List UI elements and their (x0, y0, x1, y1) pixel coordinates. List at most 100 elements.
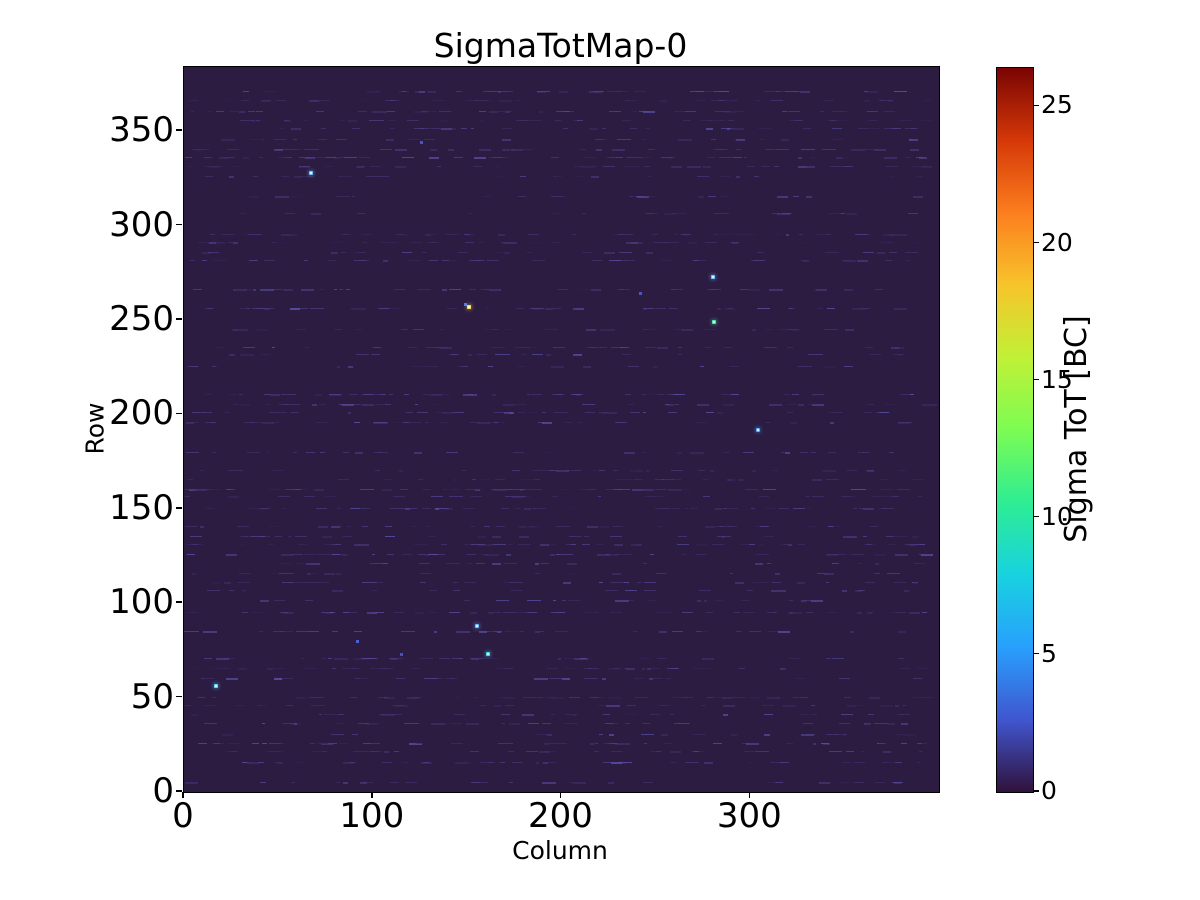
noise-dash (323, 543, 335, 545)
noise-dash (544, 328, 558, 330)
noise-dash (662, 156, 674, 158)
noise-dash (648, 241, 658, 243)
noise-dash (348, 762, 356, 763)
noise-dash (572, 713, 576, 716)
noise-dash (576, 393, 580, 396)
noise-dash (449, 612, 461, 614)
noise-dash (843, 288, 854, 291)
noise-dash (727, 120, 734, 122)
noise-dash (395, 166, 407, 168)
noise-dash (296, 630, 310, 632)
noise-dash (338, 288, 344, 290)
noise-dash (482, 328, 497, 330)
noise-dash (862, 451, 870, 453)
noise-dash (552, 600, 556, 602)
noise-dash (596, 138, 608, 140)
noise-dash (413, 696, 423, 698)
noise-dash (572, 234, 577, 235)
noise-dash (450, 743, 464, 745)
noise-dash (693, 667, 702, 669)
noise-dash (289, 307, 300, 310)
noise-dash (863, 535, 867, 537)
noise-dash (518, 525, 526, 528)
noise-dash (608, 110, 622, 112)
x-tick-mark (371, 792, 373, 798)
noise-dash (567, 563, 577, 565)
noise-dash (902, 554, 909, 556)
noise-dash (306, 156, 312, 158)
noise-dash (527, 600, 541, 602)
noise-dash (656, 612, 671, 614)
noise-dash (339, 120, 345, 122)
noise-dash (417, 479, 424, 481)
noise-dash (792, 195, 800, 197)
noise-dash (333, 288, 338, 290)
noise-dash (682, 120, 691, 122)
noise-dash (497, 251, 508, 253)
y-tick-label: 50 (130, 676, 174, 717)
noise-dash (229, 354, 235, 357)
noise-dash (280, 612, 289, 614)
noise-dash (185, 495, 190, 497)
noise-dash (373, 393, 381, 395)
noise-dash (648, 175, 653, 177)
noise-dash (250, 612, 264, 614)
y-tick-mark (176, 318, 182, 320)
noise-dash (547, 734, 553, 737)
noise-dash (502, 612, 516, 614)
noise-dash (535, 573, 541, 575)
noise-dash (533, 507, 538, 509)
noise-dash (207, 241, 218, 244)
noise-dash (672, 393, 683, 395)
noise-dash (788, 307, 792, 309)
noise-dash (390, 507, 404, 509)
noise-dash (835, 156, 843, 159)
noise-dash (708, 195, 716, 197)
noise-dash (880, 479, 888, 481)
noise-dash (816, 234, 830, 235)
noise-dash (207, 110, 214, 112)
noise-dash (449, 260, 458, 262)
noise-dash (693, 734, 706, 736)
noise-dash (201, 412, 213, 414)
noise-dash (525, 751, 539, 753)
noise-dash (703, 600, 707, 603)
noise-dash (864, 100, 871, 102)
noise-dash (305, 156, 316, 159)
noise-dash (227, 743, 241, 745)
noise-dash (723, 451, 731, 453)
noise-dash (656, 346, 668, 349)
noise-dash (519, 346, 532, 348)
noise-dash (333, 525, 343, 527)
noise-dash (888, 251, 898, 253)
noise-dash (555, 554, 561, 555)
noise-dash (711, 138, 716, 140)
noise-dash (811, 495, 825, 497)
noise-dash (662, 479, 677, 481)
noise-dash (586, 346, 599, 348)
noise-dash (763, 91, 777, 92)
noise-dash (344, 156, 357, 158)
noise-dash (846, 554, 852, 555)
noise-dash (377, 581, 383, 583)
noise-dash (795, 120, 803, 122)
noise-dash (543, 762, 549, 764)
noise-dash (443, 507, 453, 510)
noise-dash (851, 488, 866, 490)
noise-dash (822, 148, 836, 150)
noise-dash (500, 713, 511, 715)
noise-dash (229, 751, 235, 753)
noise-dash (190, 110, 194, 112)
noise-dash (329, 612, 335, 614)
noise-dash (714, 525, 724, 527)
noise-dash (655, 573, 666, 575)
noise-dash (636, 195, 650, 198)
y-axis-label: Row (80, 402, 110, 455)
noise-dash (693, 751, 699, 753)
noise-dash (865, 404, 873, 406)
noise-dash (645, 251, 654, 254)
noise-dash (514, 100, 520, 101)
noise-dash (374, 91, 380, 92)
noise-dash (188, 612, 198, 614)
noise-dash (644, 590, 656, 592)
